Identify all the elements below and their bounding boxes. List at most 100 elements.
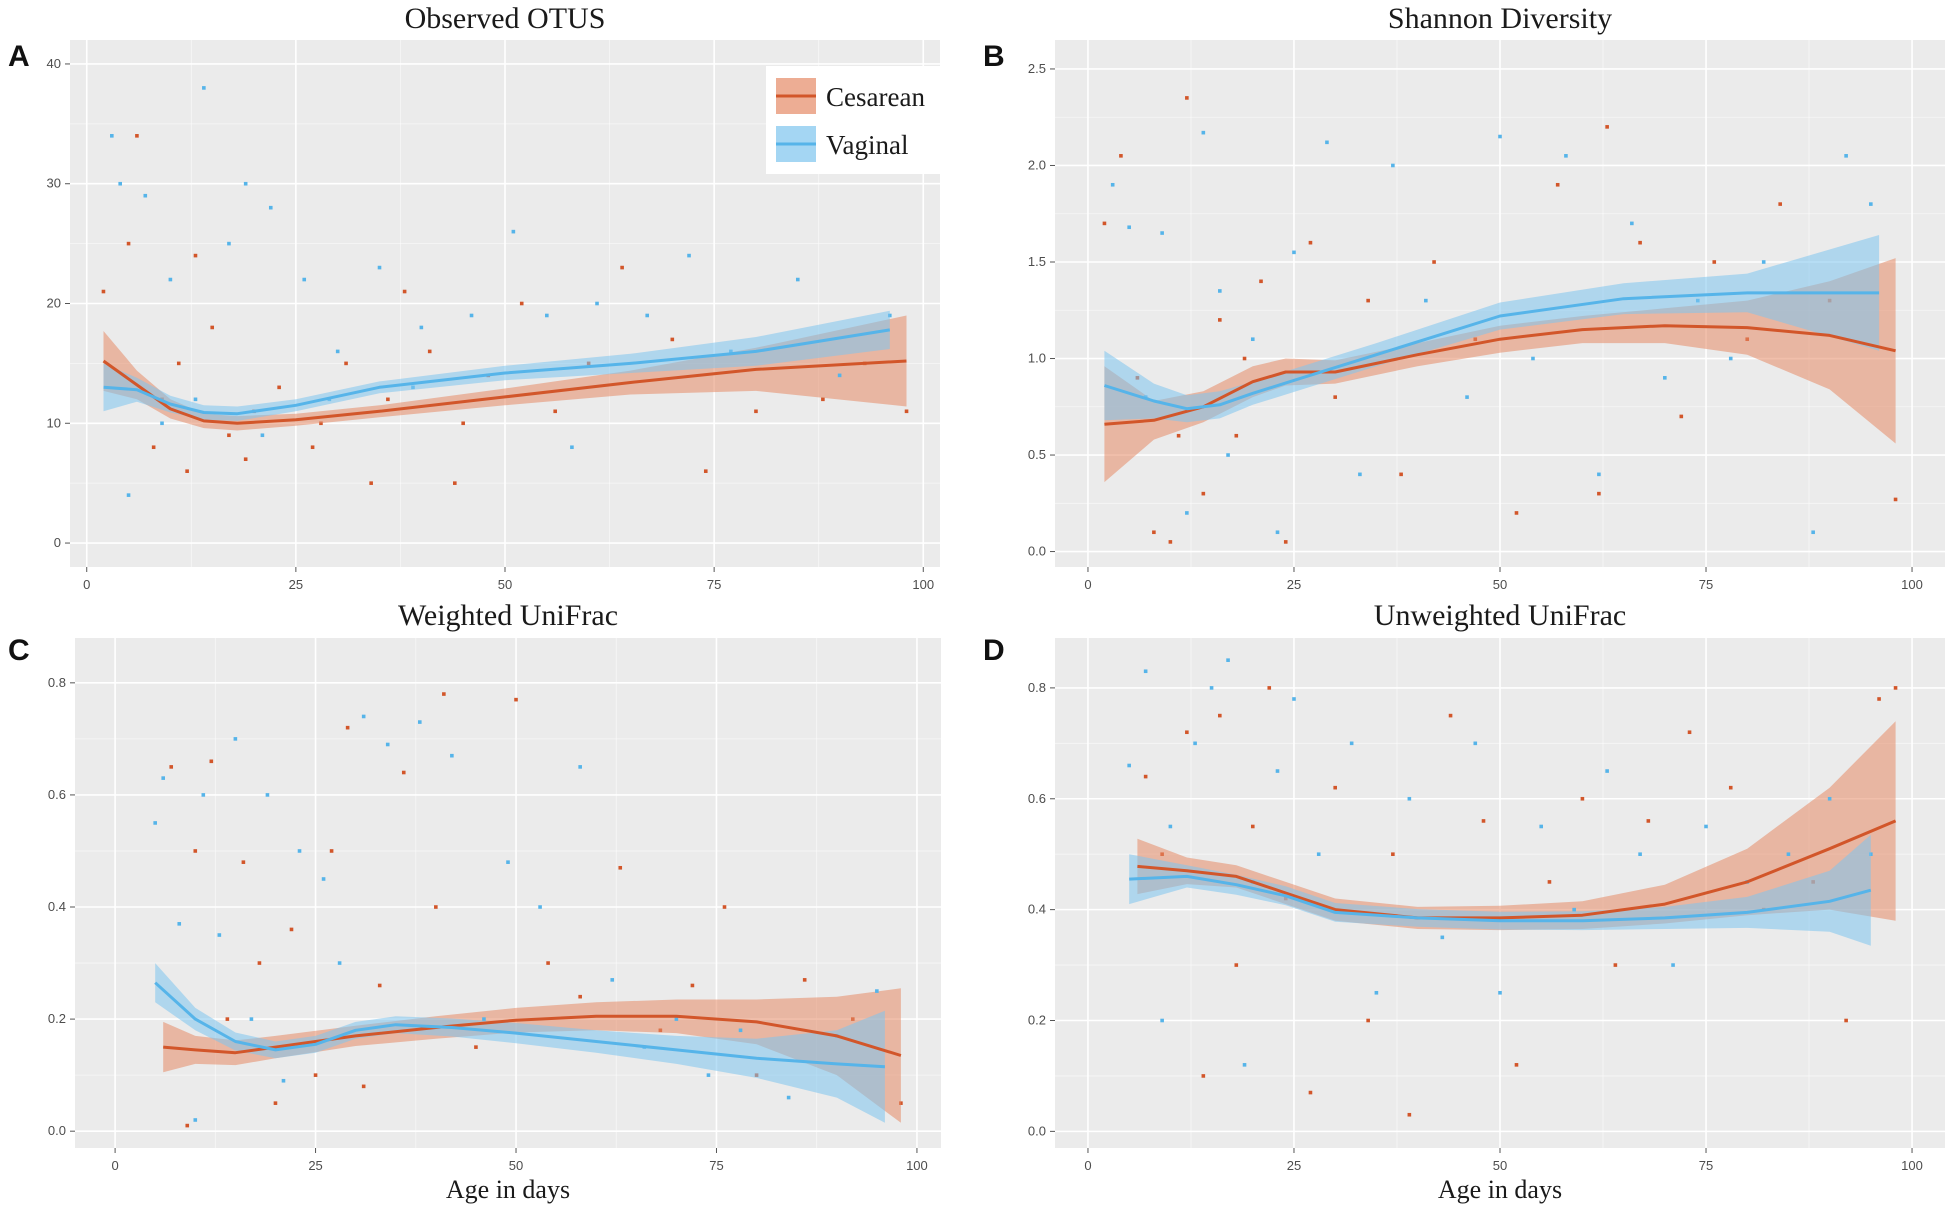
data-point-cesarean [427, 349, 432, 354]
data-point-cesarean [1283, 540, 1288, 544]
y-tick-label-0-8: 0.8 [48, 675, 66, 690]
data-point-vaginal [217, 933, 222, 937]
data-point-cesarean [243, 457, 248, 462]
legend-label-vaginal: Vaginal [826, 130, 908, 160]
data-point-vaginal [1391, 163, 1395, 168]
data-point-cesarean [185, 469, 189, 473]
y-tick-label-0-0: 0.0 [1028, 1123, 1046, 1138]
data-point-cesarean [722, 905, 727, 909]
data-point-cesarean [1893, 497, 1898, 502]
panel-title: Unweighted UniFrac [1374, 599, 1626, 632]
data-point-vaginal [110, 134, 114, 138]
data-point-vaginal [1185, 511, 1189, 515]
data-point-cesarean [225, 1017, 230, 1021]
legend: Cesarean Vaginal [766, 66, 944, 174]
data-point-cesarean [209, 759, 214, 764]
data-point-cesarean [1514, 511, 1519, 515]
data-point-vaginal [233, 737, 238, 741]
data-point-cesarean [241, 860, 246, 864]
data-point-cesarean [1778, 202, 1782, 206]
x-tick-label-75: 75 [707, 577, 721, 592]
panel-d: 0 25 50 75 100 0.0 0.2 0.4 0.6 0.8 Unweighted UniF… [983, 599, 1945, 1204]
y-tick-label-0-6: 0.6 [1028, 791, 1046, 806]
data-point-cesarean [474, 1045, 478, 1049]
y-tick-label-30: 30 [47, 176, 61, 191]
data-point-cesarean [1646, 819, 1651, 823]
data-point-cesarean [754, 409, 758, 414]
data-point-cesarean [1250, 824, 1255, 829]
data-point-vaginal [260, 433, 265, 438]
y-tick-label-0-0: 0.0 [1028, 544, 1046, 559]
data-point-cesarean [1234, 963, 1239, 967]
data-point-cesarean [442, 692, 446, 696]
data-point-vaginal [118, 181, 122, 186]
data-point-vaginal [153, 821, 157, 825]
data-point-cesarean [1308, 240, 1313, 245]
y-tick-label-20: 20 [47, 296, 61, 311]
data-point-cesarean [1712, 260, 1717, 264]
data-point-cesarean [1597, 491, 1601, 496]
data-point-cesarean [101, 289, 106, 294]
panel-letter: C [8, 634, 30, 667]
data-point-cesarean [193, 849, 198, 853]
data-point-cesarean [1119, 154, 1123, 158]
data-point-vaginal [578, 765, 582, 769]
smooth-line-vaginal [103, 328, 891, 416]
panel-title: Observed OTUS [405, 2, 606, 35]
data-point-cesarean [1399, 472, 1403, 477]
x-tick-label-75: 75 [1699, 1158, 1713, 1173]
data-point-vaginal [1226, 658, 1230, 662]
data-point-cesarean [453, 481, 457, 485]
data-point-cesarean [1218, 318, 1222, 322]
data-point-cesarean [1391, 852, 1395, 856]
data-point-vaginal [511, 229, 516, 234]
data-point-vaginal [1143, 669, 1148, 674]
data-point-vaginal [795, 277, 800, 282]
data-point-cesarean [1234, 433, 1239, 438]
data-point-cesarean [1547, 880, 1552, 884]
data-point-cesarean [1185, 96, 1189, 100]
data-point-cesarean [514, 697, 518, 702]
data-point-vaginal [595, 301, 599, 306]
data-point-vaginal [297, 849, 302, 853]
y-tick-label-0: 0 [54, 535, 61, 550]
data-point-cesarean [1333, 395, 1337, 399]
data-point-vaginal [1597, 472, 1601, 477]
data-point-vaginal [1630, 221, 1634, 226]
data-point-vaginal [1349, 741, 1354, 746]
data-point-cesarean [151, 445, 156, 450]
data-point-cesarean [1218, 713, 1222, 718]
confidence-band-cesarean [163, 988, 901, 1123]
y-tick-label-0-5: 0.5 [1028, 447, 1046, 462]
data-point-vaginal [538, 905, 542, 909]
data-point-cesarean [1605, 125, 1609, 129]
x-tick-label-100: 100 [1901, 1158, 1923, 1173]
data-point-cesarean [821, 397, 825, 402]
data-point-vaginal [1168, 824, 1173, 829]
data-point-cesarean [273, 1101, 278, 1105]
data-point-cesarean [345, 725, 350, 730]
panel-letter: D [983, 634, 1005, 667]
data-point-vaginal [674, 1017, 679, 1021]
data-point-vaginal [545, 313, 549, 318]
data-point-vaginal [570, 445, 574, 450]
data-point-cesarean [126, 241, 131, 246]
data-point-cesarean [578, 994, 582, 999]
data-point-vaginal [1869, 202, 1873, 206]
data-point-vaginal [249, 1017, 254, 1021]
data-point-vaginal [1292, 697, 1296, 701]
data-point-cesarean [1333, 785, 1337, 790]
panel-c: 0 25 50 75 100 0.0 0.2 0.4 0.6 0.8 Weighted UniFra… [8, 599, 941, 1204]
data-point-vaginal [168, 277, 173, 282]
y-tick-label-1-0: 1.0 [1028, 351, 1046, 366]
data-point-vaginal [1292, 250, 1296, 255]
data-point-cesarean [1613, 963, 1618, 967]
data-point-cesarean [1514, 1063, 1519, 1067]
data-point-vaginal [1127, 225, 1131, 230]
data-point-cesarean [1143, 774, 1148, 779]
data-point-cesarean [1168, 540, 1173, 544]
data-point-vaginal [1218, 289, 1222, 293]
data-point-cesarean [329, 849, 334, 853]
data-point-vaginal [482, 1017, 486, 1021]
